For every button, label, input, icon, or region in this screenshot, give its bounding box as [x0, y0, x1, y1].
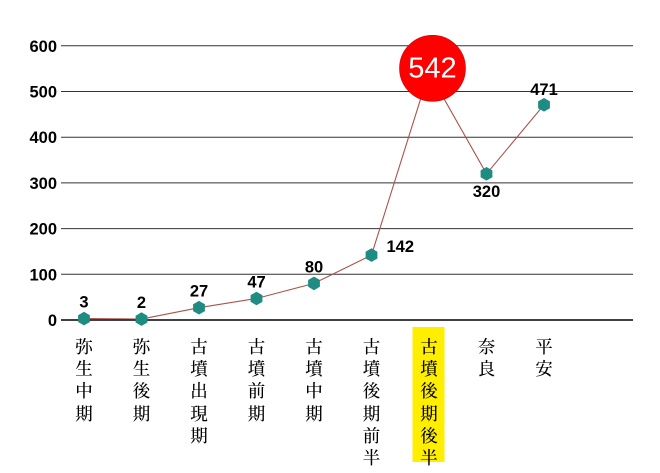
svg-text:27: 27 — [190, 283, 208, 301]
svg-text:80: 80 — [305, 258, 323, 276]
svg-text:0: 0 — [48, 312, 57, 330]
svg-text:200: 200 — [29, 221, 57, 239]
svg-text:300: 300 — [29, 175, 57, 193]
svg-text:500: 500 — [29, 84, 57, 102]
svg-text:400: 400 — [29, 129, 57, 147]
svg-text:47: 47 — [247, 274, 265, 292]
svg-text:100: 100 — [29, 266, 57, 284]
svg-text:600: 600 — [29, 38, 57, 56]
svg-text:320: 320 — [473, 183, 501, 201]
svg-text:471: 471 — [530, 81, 558, 99]
svg-text:2: 2 — [137, 294, 146, 312]
svg-text:542: 542 — [408, 52, 456, 84]
svg-text:3: 3 — [79, 294, 88, 312]
svg-text:142: 142 — [387, 238, 415, 256]
